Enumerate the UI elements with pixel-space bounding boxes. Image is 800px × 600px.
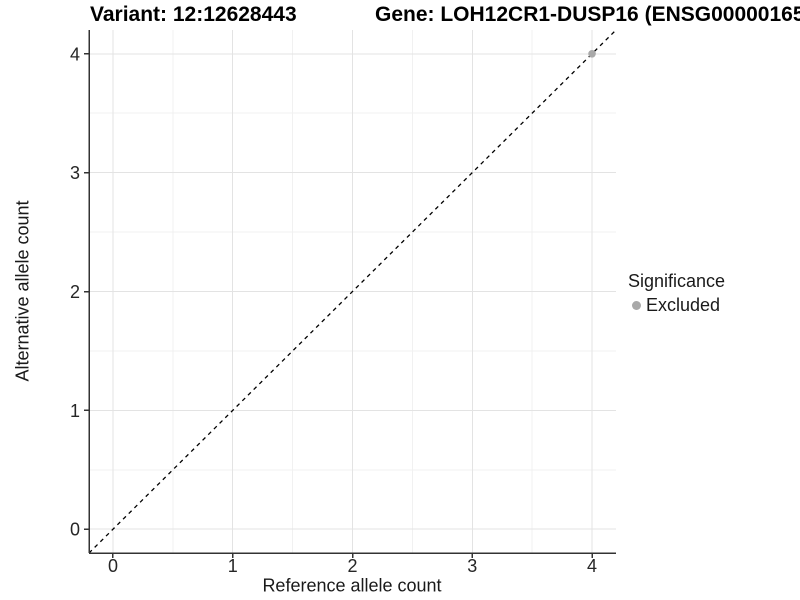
y-tick-label: 1 bbox=[70, 401, 80, 421]
y-tick-label: 0 bbox=[70, 520, 80, 540]
x-axis-title: Reference allele count bbox=[262, 575, 442, 596]
x-tick-label: 4 bbox=[587, 556, 597, 576]
y-tick-label: 4 bbox=[70, 44, 80, 64]
x-tick-label: 3 bbox=[467, 556, 477, 576]
legend-item-label: Excluded bbox=[646, 295, 721, 315]
y-axis-title: Alternative allele count bbox=[12, 200, 33, 382]
y-tick-label: 3 bbox=[70, 163, 80, 183]
x-tick-label: 1 bbox=[228, 556, 238, 576]
plot-title-variant: Variant: 12:12628443 bbox=[90, 3, 297, 26]
y-tick-label: 2 bbox=[70, 282, 80, 302]
excluded-point-icon bbox=[632, 301, 641, 310]
legend-title: Significance bbox=[628, 271, 726, 291]
identity-reference-line bbox=[88, 29, 617, 554]
x-tick-label: 2 bbox=[347, 556, 357, 576]
x-tick-label: 0 bbox=[108, 556, 118, 576]
legend: Significance Excluded bbox=[628, 271, 725, 316]
plot-title-gene: Gene: LOH12CR1-DUSP16 (ENSG0000016571 bbox=[375, 3, 800, 26]
data-point bbox=[588, 49, 596, 58]
legend-item-excluded: Excluded bbox=[628, 295, 725, 316]
